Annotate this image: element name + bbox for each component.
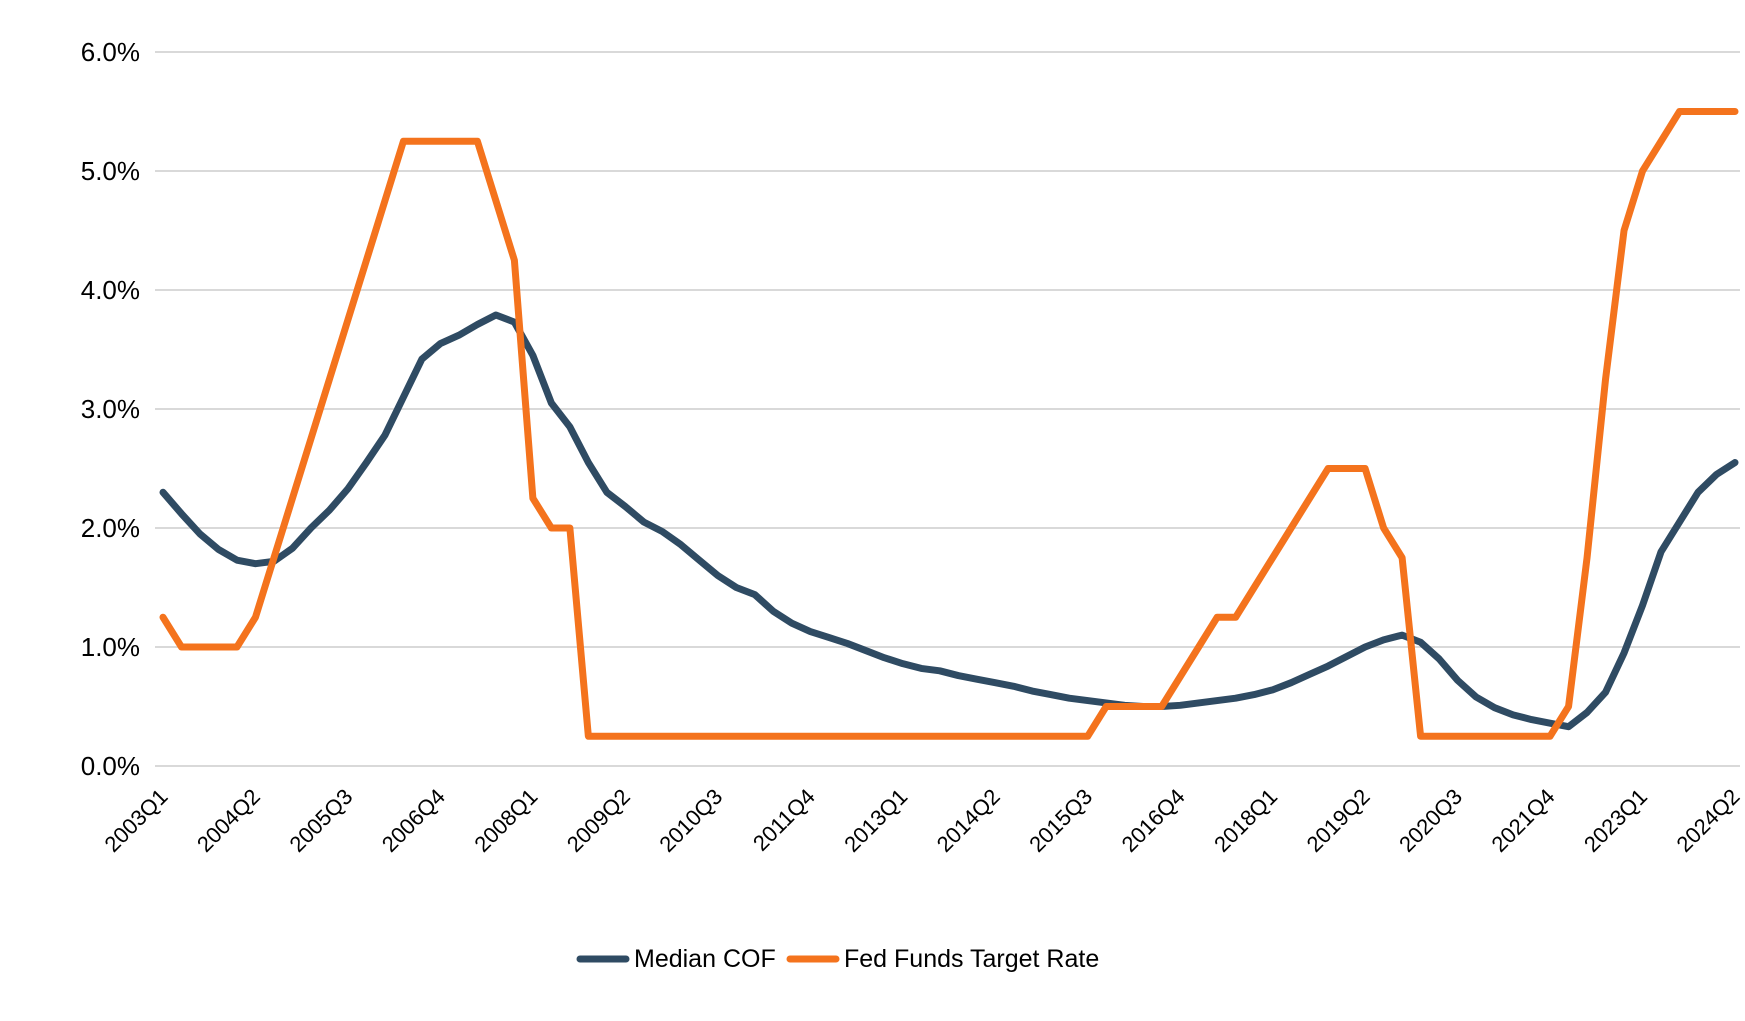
x-axis-label: 2005Q3 <box>284 784 357 857</box>
y-axis-label: 2.0% <box>81 513 140 543</box>
x-axis-label: 2014Q2 <box>932 784 1005 857</box>
x-axis-label: 2023Q1 <box>1579 784 1652 857</box>
fed-funds-line <box>159 108 1739 740</box>
median-cof-legend-label: Median COF <box>634 945 776 973</box>
y-axis-label: 3.0% <box>81 394 140 424</box>
x-axis-label: 2018Q1 <box>1209 784 1282 857</box>
x-axis-label: 2008Q1 <box>469 784 542 857</box>
median-cof-vs-fed-funds-chart: 0.0% 1.0% 2.0% 3.0% 4.0% 5.0% 6.0% 2003Q1 2004Q2… <box>40 16 1745 1005</box>
x-axis-label: 2010Q3 <box>654 784 727 857</box>
x-axis-label: 2004Q2 <box>192 784 265 857</box>
median-cof-line <box>159 311 1739 731</box>
x-axis-label: 2003Q1 <box>99 784 172 857</box>
fed-funds-legend-label: Fed Funds Target Rate <box>844 945 1099 973</box>
x-axis-label: 2021Q4 <box>1487 784 1560 857</box>
x-axis-label: 2006Q4 <box>377 784 450 857</box>
x-axis-label: 2020Q3 <box>1394 784 1467 857</box>
y-axis-label: 1.0% <box>81 632 140 662</box>
x-axis-label: 2013Q1 <box>839 784 912 857</box>
y-axis-label: 0.0% <box>81 751 140 781</box>
x-axis-label: 2016Q4 <box>1117 784 1190 857</box>
x-axis-label: 2019Q2 <box>1302 784 1375 857</box>
y-axis-label: 6.0% <box>81 37 140 67</box>
x-axis-label: 2024Q2 <box>1671 784 1744 857</box>
chart-canvas: 0.0% 1.0% 2.0% 3.0% 4.0% 5.0% 6.0% 2003Q1 2004Q2… <box>81 37 1745 973</box>
x-axis-label: 2009Q2 <box>562 784 635 857</box>
y-axis-label: 4.0% <box>81 275 140 305</box>
y-axis-label: 5.0% <box>81 156 140 186</box>
x-axis-label: 2015Q3 <box>1024 784 1097 857</box>
x-axis-label: 2011Q4 <box>748 784 820 856</box>
